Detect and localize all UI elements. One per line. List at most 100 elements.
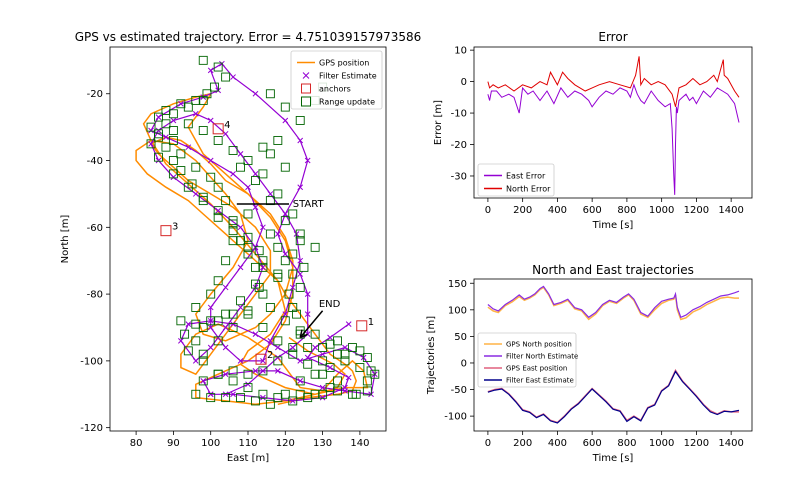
range-update-marker (295, 116, 305, 125)
legend-square-swatch (301, 83, 311, 94)
filter-estimate-marker (304, 291, 311, 297)
filter-estimate-marker (252, 368, 259, 374)
range-update-marker (198, 126, 208, 135)
plot-frame (109, 46, 387, 432)
x-tick-label: 0 (485, 438, 491, 449)
x-tick-label: 800 (617, 205, 636, 216)
filter-estimate-marker (297, 378, 304, 384)
legend-label: North Error (506, 184, 551, 193)
filter-estimate-marker (327, 364, 333, 371)
anchor-marker (160, 225, 172, 237)
y-tick-label: -100 (80, 356, 103, 367)
range-update-marker (191, 319, 201, 329)
range-update-marker (265, 89, 275, 99)
filter-estimate-marker (282, 211, 289, 217)
range-update-marker (236, 162, 245, 172)
y-tick-label: 100 (448, 305, 467, 316)
range-update-marker (265, 303, 275, 312)
range-update-marker (303, 343, 313, 352)
range-update-marker (366, 366, 376, 376)
range-update-marker (280, 162, 290, 172)
range-update-marker (183, 119, 193, 129)
range-update-marker (362, 376, 372, 386)
x-tick-label: 100 (201, 438, 220, 449)
y-tick-label: -20 (451, 140, 467, 151)
filter-estimate-marker (274, 354, 281, 361)
range-update-marker (295, 282, 305, 292)
range-update-marker (333, 336, 342, 346)
range-update-marker (168, 156, 178, 165)
anchor-marker (255, 353, 267, 365)
range-update-marker (154, 152, 163, 162)
filter-estimate-marker (260, 394, 266, 401)
range-update-marker (236, 236, 245, 246)
range-update-marker (228, 376, 238, 386)
range-update-marker (221, 393, 231, 403)
range-update-marker (362, 353, 372, 362)
range-update-marker (221, 309, 231, 319)
range-update-marker (318, 356, 328, 366)
plot-area (487, 56, 740, 195)
x-axis-label: Time [s] (592, 220, 634, 231)
filter-estimate-marker (304, 311, 311, 317)
range-update-marker (273, 242, 283, 252)
filter-estimate-marker (297, 257, 304, 264)
filter-estimate-marker (163, 134, 169, 141)
range-update-marker (213, 369, 223, 379)
range-update-marker (213, 336, 223, 346)
legend-label: Filter East Estimate (506, 376, 574, 384)
anchor-marker (212, 123, 224, 135)
x-tick-label: 600 (583, 205, 602, 216)
range-update-marker (176, 149, 186, 159)
filter-estimate-marker (178, 337, 184, 344)
x-axis-label: Time [s] (592, 453, 634, 464)
filter-estimate-marker (327, 334, 333, 341)
filter-estimate-marker (319, 394, 326, 401)
x-tick-label: 110 (238, 438, 257, 449)
y-tick-label: 0 (461, 358, 467, 369)
filter-estimate-marker (207, 157, 214, 164)
annotation-label: END (319, 299, 341, 310)
range-update-marker (228, 236, 238, 246)
range-update-marker (258, 323, 268, 332)
range-update-marker (280, 389, 290, 399)
range-update-marker (273, 356, 283, 366)
filter-estimate-marker (237, 304, 244, 311)
range-update-marker (280, 102, 290, 112)
range-update-marker (168, 109, 178, 119)
filter-estimate-marker (170, 174, 177, 181)
anchor-marker (356, 320, 368, 332)
range-update-marker (213, 136, 223, 145)
filter-estimate-marker (245, 381, 251, 388)
range-update-marker (206, 316, 216, 326)
y-tick-label: -80 (87, 290, 103, 301)
filter-estimate-marker (319, 351, 326, 358)
gps-position-line (135, 92, 369, 406)
range-update-marker (295, 376, 305, 386)
range-update-marker (254, 282, 264, 292)
y-tick-label: -50 (451, 385, 467, 396)
range-update-marker (325, 363, 335, 373)
filter-estimate-marker (192, 191, 199, 197)
filter-estimate-marker (289, 344, 296, 351)
range-update-marker (273, 136, 283, 145)
x-tick-label: 200 (513, 205, 532, 216)
chart-title: Error (598, 30, 627, 44)
range-update-marker (265, 229, 275, 239)
legend-label: East Error (506, 171, 546, 180)
range-update-marker (265, 149, 275, 159)
chart-title: GPS vs estimated trajectory. Error = 4.7… (75, 30, 422, 44)
filter-estimate-marker (237, 224, 244, 231)
range-update-marker (310, 389, 320, 399)
range-update-marker (213, 212, 223, 222)
filter-estimate-marker (230, 171, 236, 177)
range-update-marker (243, 369, 253, 379)
filter-estimate-marker (192, 358, 199, 364)
range-update-marker (288, 303, 298, 312)
range-update-marker (191, 162, 201, 172)
filter-estimate-marker (267, 191, 274, 197)
filter-estimate-marker (207, 324, 214, 331)
range-update-marker (161, 119, 171, 129)
filter-estimate-marker (185, 144, 192, 151)
